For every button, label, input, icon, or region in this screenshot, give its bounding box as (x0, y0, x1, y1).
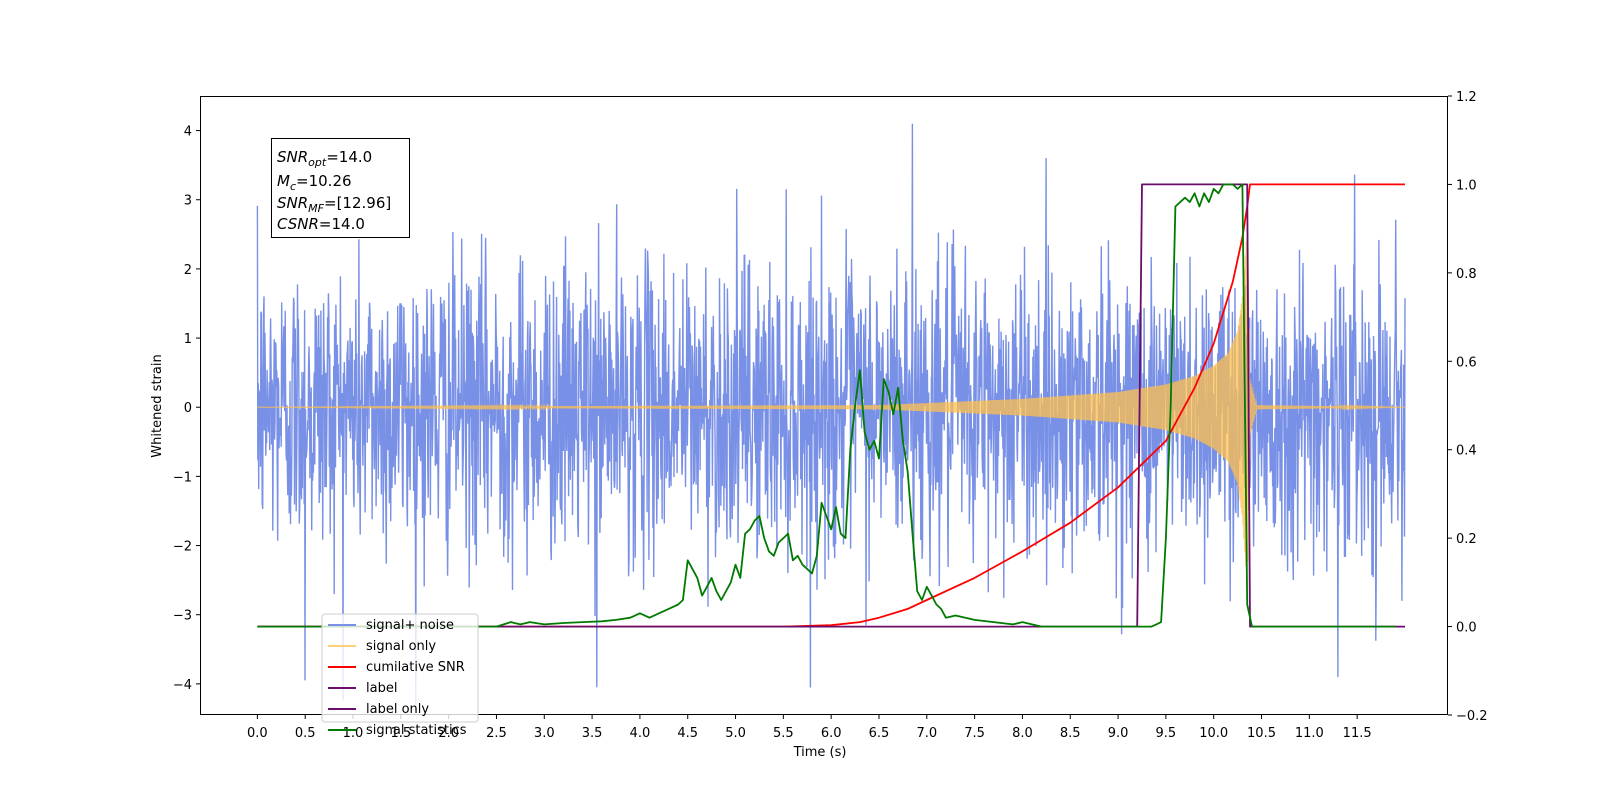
legend-item-cumilative-snr: cumilative SNR (328, 660, 465, 675)
series-layer (256, 123, 1406, 712)
legend-label: signal statistics (366, 723, 467, 738)
x-tick-label: 5.0 (725, 726, 746, 741)
y-tick-label: 0 (184, 401, 192, 416)
annotation-line-snr-opt: SNRopt=14.0 (277, 148, 372, 169)
x-tick-label: 11.0 (1295, 726, 1324, 741)
y2-tick-label: 0.4 (1456, 444, 1477, 459)
annotation-line-snr-mf: SNRMF=[12.96] (277, 194, 391, 215)
series-signal-only (257, 227, 1405, 581)
x-tick-label: 0.0 (247, 726, 268, 741)
legend-item-label-only: label only (328, 702, 429, 717)
x-tick-label: 4.0 (630, 726, 651, 741)
y-tick-label: −1 (173, 470, 192, 485)
y-tick-label: −2 (173, 540, 192, 555)
y2-tick-label: 0.2 (1456, 532, 1477, 547)
y-tick-label: 1 (184, 332, 192, 347)
annotation-line-mc: Mc=10.26 (277, 172, 352, 193)
x-tick-label: 6.5 (869, 726, 890, 741)
x-axis-label: Time (s) (793, 745, 847, 760)
y2-tick-label: −0.2 (1456, 709, 1488, 724)
y2-tick-label: 1.2 (1456, 90, 1477, 105)
y-tick-label: −3 (173, 609, 192, 624)
series-signal-statistics (257, 183, 1396, 628)
legend-label: signal only (366, 639, 436, 654)
y-tick-label: 2 (184, 263, 192, 278)
x-tick-label: 9.5 (1156, 726, 1177, 741)
x-tick-label: 1.0 (343, 726, 364, 741)
y2-tick-label: 0.6 (1456, 355, 1477, 370)
legend-item-label: label (328, 681, 397, 696)
y-axis-label: Whitened strain (150, 354, 165, 457)
legend-items: signal+ noise signal only cumilative SNR la… (328, 618, 467, 738)
x-tick-label: 2.5 (486, 726, 507, 741)
y-tick-label: 4 (184, 125, 192, 140)
y2-tick-label: 0.8 (1456, 267, 1477, 282)
x-tick-label: 3.0 (534, 726, 555, 741)
y-tick-label: 3 (184, 194, 192, 209)
legend: signal+ noise signal only cumilative SNR la… (321, 613, 479, 738)
legend-label: cumilative SNR (366, 660, 465, 675)
x-tick-label: 0.5 (295, 726, 316, 741)
y-axis-right: 1.2 1.0 0.8 0.6 0.4 0.2 0.0 −0.2 (1448, 90, 1488, 724)
x-tick-label: 10.0 (1199, 726, 1228, 741)
annotation-line-csnr: CSNR=14.0 (277, 215, 365, 233)
y-tick-label: −4 (173, 678, 192, 693)
x-tick-label: 1.5 (390, 726, 411, 741)
y2-tick-label: 1.0 (1456, 178, 1477, 193)
x-tick-label: 8.0 (1012, 726, 1033, 741)
legend-label: signal+ noise (366, 618, 454, 633)
y-axis-left: 4 3 2 1 0 −1 −2 −3 −4 (173, 125, 200, 693)
plot-area (256, 123, 1406, 712)
x-tick-label: 7.0 (916, 726, 937, 741)
x-tick-label: 9.0 (1108, 726, 1129, 741)
x-tick-label: 7.5 (964, 726, 985, 741)
x-tick-label: 3.5 (582, 726, 603, 741)
x-tick-label: 4.5 (677, 726, 698, 741)
legend-item-signal-noise: signal+ noise (328, 618, 454, 633)
x-tick-label: 10.5 (1247, 726, 1276, 741)
legend-label: label only (366, 702, 429, 717)
x-tick-label: 6.0 (821, 726, 842, 741)
x-tick-label: 11.5 (1343, 726, 1372, 741)
plot-frame (200, 96, 1448, 715)
stats-annotation-box: SNRopt=14.0 Mc=10.26 SNRMF=[12.96] CSNR=… (271, 138, 410, 238)
legend-item-signal-statistics: signal statistics (328, 723, 467, 738)
x-tick-label: 2.0 (438, 726, 459, 741)
legend-item-signal-only: signal only (328, 639, 436, 654)
y2-tick-label: 0.0 (1456, 621, 1477, 636)
x-tick-label: 8.5 (1060, 726, 1081, 741)
annotation-frame (271, 138, 410, 238)
x-axis: 0.0 0.5 1.0 1.5 2.0 2.5 3.0 3.5 4.0 4.5 5.0 5.5 6.0 6… (247, 715, 1372, 741)
legend-label: label (366, 681, 397, 696)
legend-frame (321, 613, 479, 723)
x-tick-label: 5.5 (773, 726, 794, 741)
